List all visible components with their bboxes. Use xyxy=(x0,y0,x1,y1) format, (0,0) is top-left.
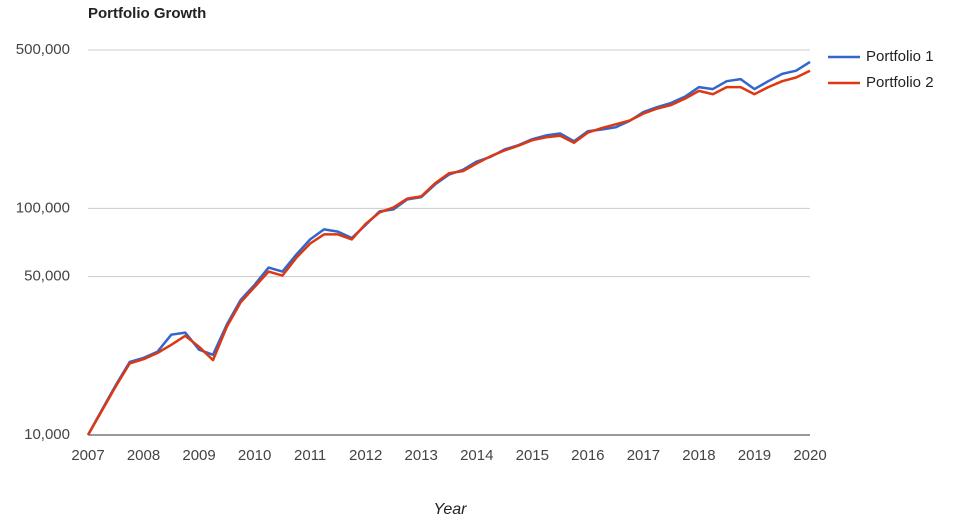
series-line xyxy=(86,69,811,436)
x-tick-label: 2012 xyxy=(349,447,382,464)
legend-label: Portfolio 2 xyxy=(866,74,934,91)
x-tick-label: 2007 xyxy=(71,447,104,464)
y-tick-label: 50,000 xyxy=(24,268,70,285)
x-tick-label: 2019 xyxy=(738,447,771,464)
x-tick-label: 2018 xyxy=(682,447,715,464)
chart-title: Portfolio Growth xyxy=(88,5,206,22)
x-tick-label: 2009 xyxy=(182,447,215,464)
x-tick-label: 2008 xyxy=(127,447,160,464)
x-tick-label: 2016 xyxy=(571,447,604,464)
x-tick-label: 2010 xyxy=(238,447,271,464)
y-tick-label: 500,000 xyxy=(16,41,70,58)
x-tick-label: 2013 xyxy=(405,447,438,464)
y-tick-label: 10,000 xyxy=(24,426,70,443)
x-tick-label: 2014 xyxy=(460,447,493,464)
x-axis-label: Year xyxy=(434,501,468,518)
y-tick-label: 100,000 xyxy=(16,199,70,216)
series-line xyxy=(86,60,811,436)
x-tick-label: 2015 xyxy=(516,447,549,464)
x-tick-label: 2017 xyxy=(627,447,660,464)
x-tick-label: 2011 xyxy=(294,447,326,464)
x-tick-label: 2020 xyxy=(793,447,826,464)
legend-label: Portfolio 1 xyxy=(866,48,934,65)
